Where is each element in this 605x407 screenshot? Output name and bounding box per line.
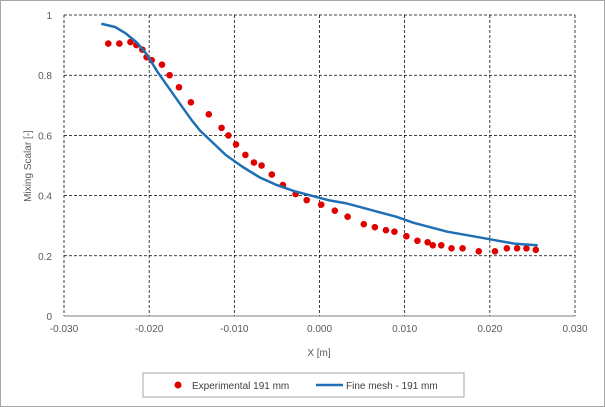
experimental-point	[523, 244, 530, 252]
experimental-point	[205, 111, 213, 118]
y-tick-label: 0.4	[38, 192, 52, 203]
experimental-point	[303, 196, 311, 204]
y-axis-title: Mixing Scalar [-]	[23, 130, 34, 202]
experimental-point	[116, 40, 123, 47]
grid-lines	[63, 14, 576, 317]
experimental-point	[331, 207, 339, 214]
experimental-point	[268, 171, 276, 178]
experimental-point	[187, 98, 195, 106]
y-tick-label: 0.8	[38, 71, 52, 82]
x-tick-label: 0.000	[307, 324, 332, 335]
legend-box	[142, 372, 465, 398]
x-tick-label: 0.020	[477, 324, 502, 335]
experimental-point	[532, 246, 540, 254]
experimental-point	[491, 247, 499, 255]
experimental-point	[158, 61, 166, 68]
experimental-point	[429, 241, 437, 249]
tick-labels: -0.030 -0.020 -0.010 0.000 0.010 0.020 0.030 0 0…	[38, 11, 588, 335]
experimental-point	[232, 141, 240, 148]
experimental-point	[166, 71, 173, 79]
experimental-point	[225, 132, 232, 139]
experimental-point	[360, 220, 368, 228]
experimental-point	[127, 38, 134, 46]
legend-label-fine-mesh: Fine mesh - 191 mm	[346, 381, 438, 392]
experimental-point	[391, 228, 398, 236]
x-axis-title: X [m]	[307, 348, 331, 359]
legend-marker-experimental	[174, 381, 182, 389]
experimental-point	[382, 226, 390, 234]
experimental-point	[424, 238, 431, 246]
experimental-point	[475, 247, 483, 255]
experimental-point	[258, 162, 265, 169]
experimental-point	[242, 151, 249, 159]
experimental-point	[317, 201, 325, 208]
x-tick-label: -0.020	[135, 324, 164, 335]
experimental-point	[414, 237, 421, 245]
experimental-point	[218, 124, 225, 132]
experimental-point	[503, 244, 511, 252]
experimental-point	[344, 213, 351, 220]
experimental-point	[459, 244, 466, 252]
x-tick-label: -0.010	[220, 324, 249, 335]
x-tick-label: 0.030	[562, 324, 587, 335]
experimental-point	[371, 223, 379, 231]
legend: Experimental 191 mm Fine mesh - 191 mm	[142, 372, 465, 398]
x-tick-label: 0.010	[392, 324, 417, 335]
experimental-point	[175, 83, 183, 91]
y-tick-label: 0.6	[38, 131, 52, 142]
series-experimental	[104, 38, 540, 255]
series-fine-mesh	[101, 22, 538, 247]
y-tick-label: 0	[46, 312, 52, 323]
x-tick-label: -0.030	[50, 324, 79, 335]
experimental-point	[437, 241, 445, 249]
experimental-point	[104, 40, 112, 47]
experimental-point	[250, 159, 258, 166]
experimental-point	[448, 244, 455, 252]
y-tick-label: 1	[46, 11, 52, 22]
y-tick-label: 0.2	[38, 252, 52, 263]
fine-mesh-line	[101, 22, 538, 247]
experimental-point	[403, 232, 410, 240]
legend-label-experimental: Experimental 191 mm	[192, 381, 289, 392]
experimental-point	[513, 244, 521, 252]
